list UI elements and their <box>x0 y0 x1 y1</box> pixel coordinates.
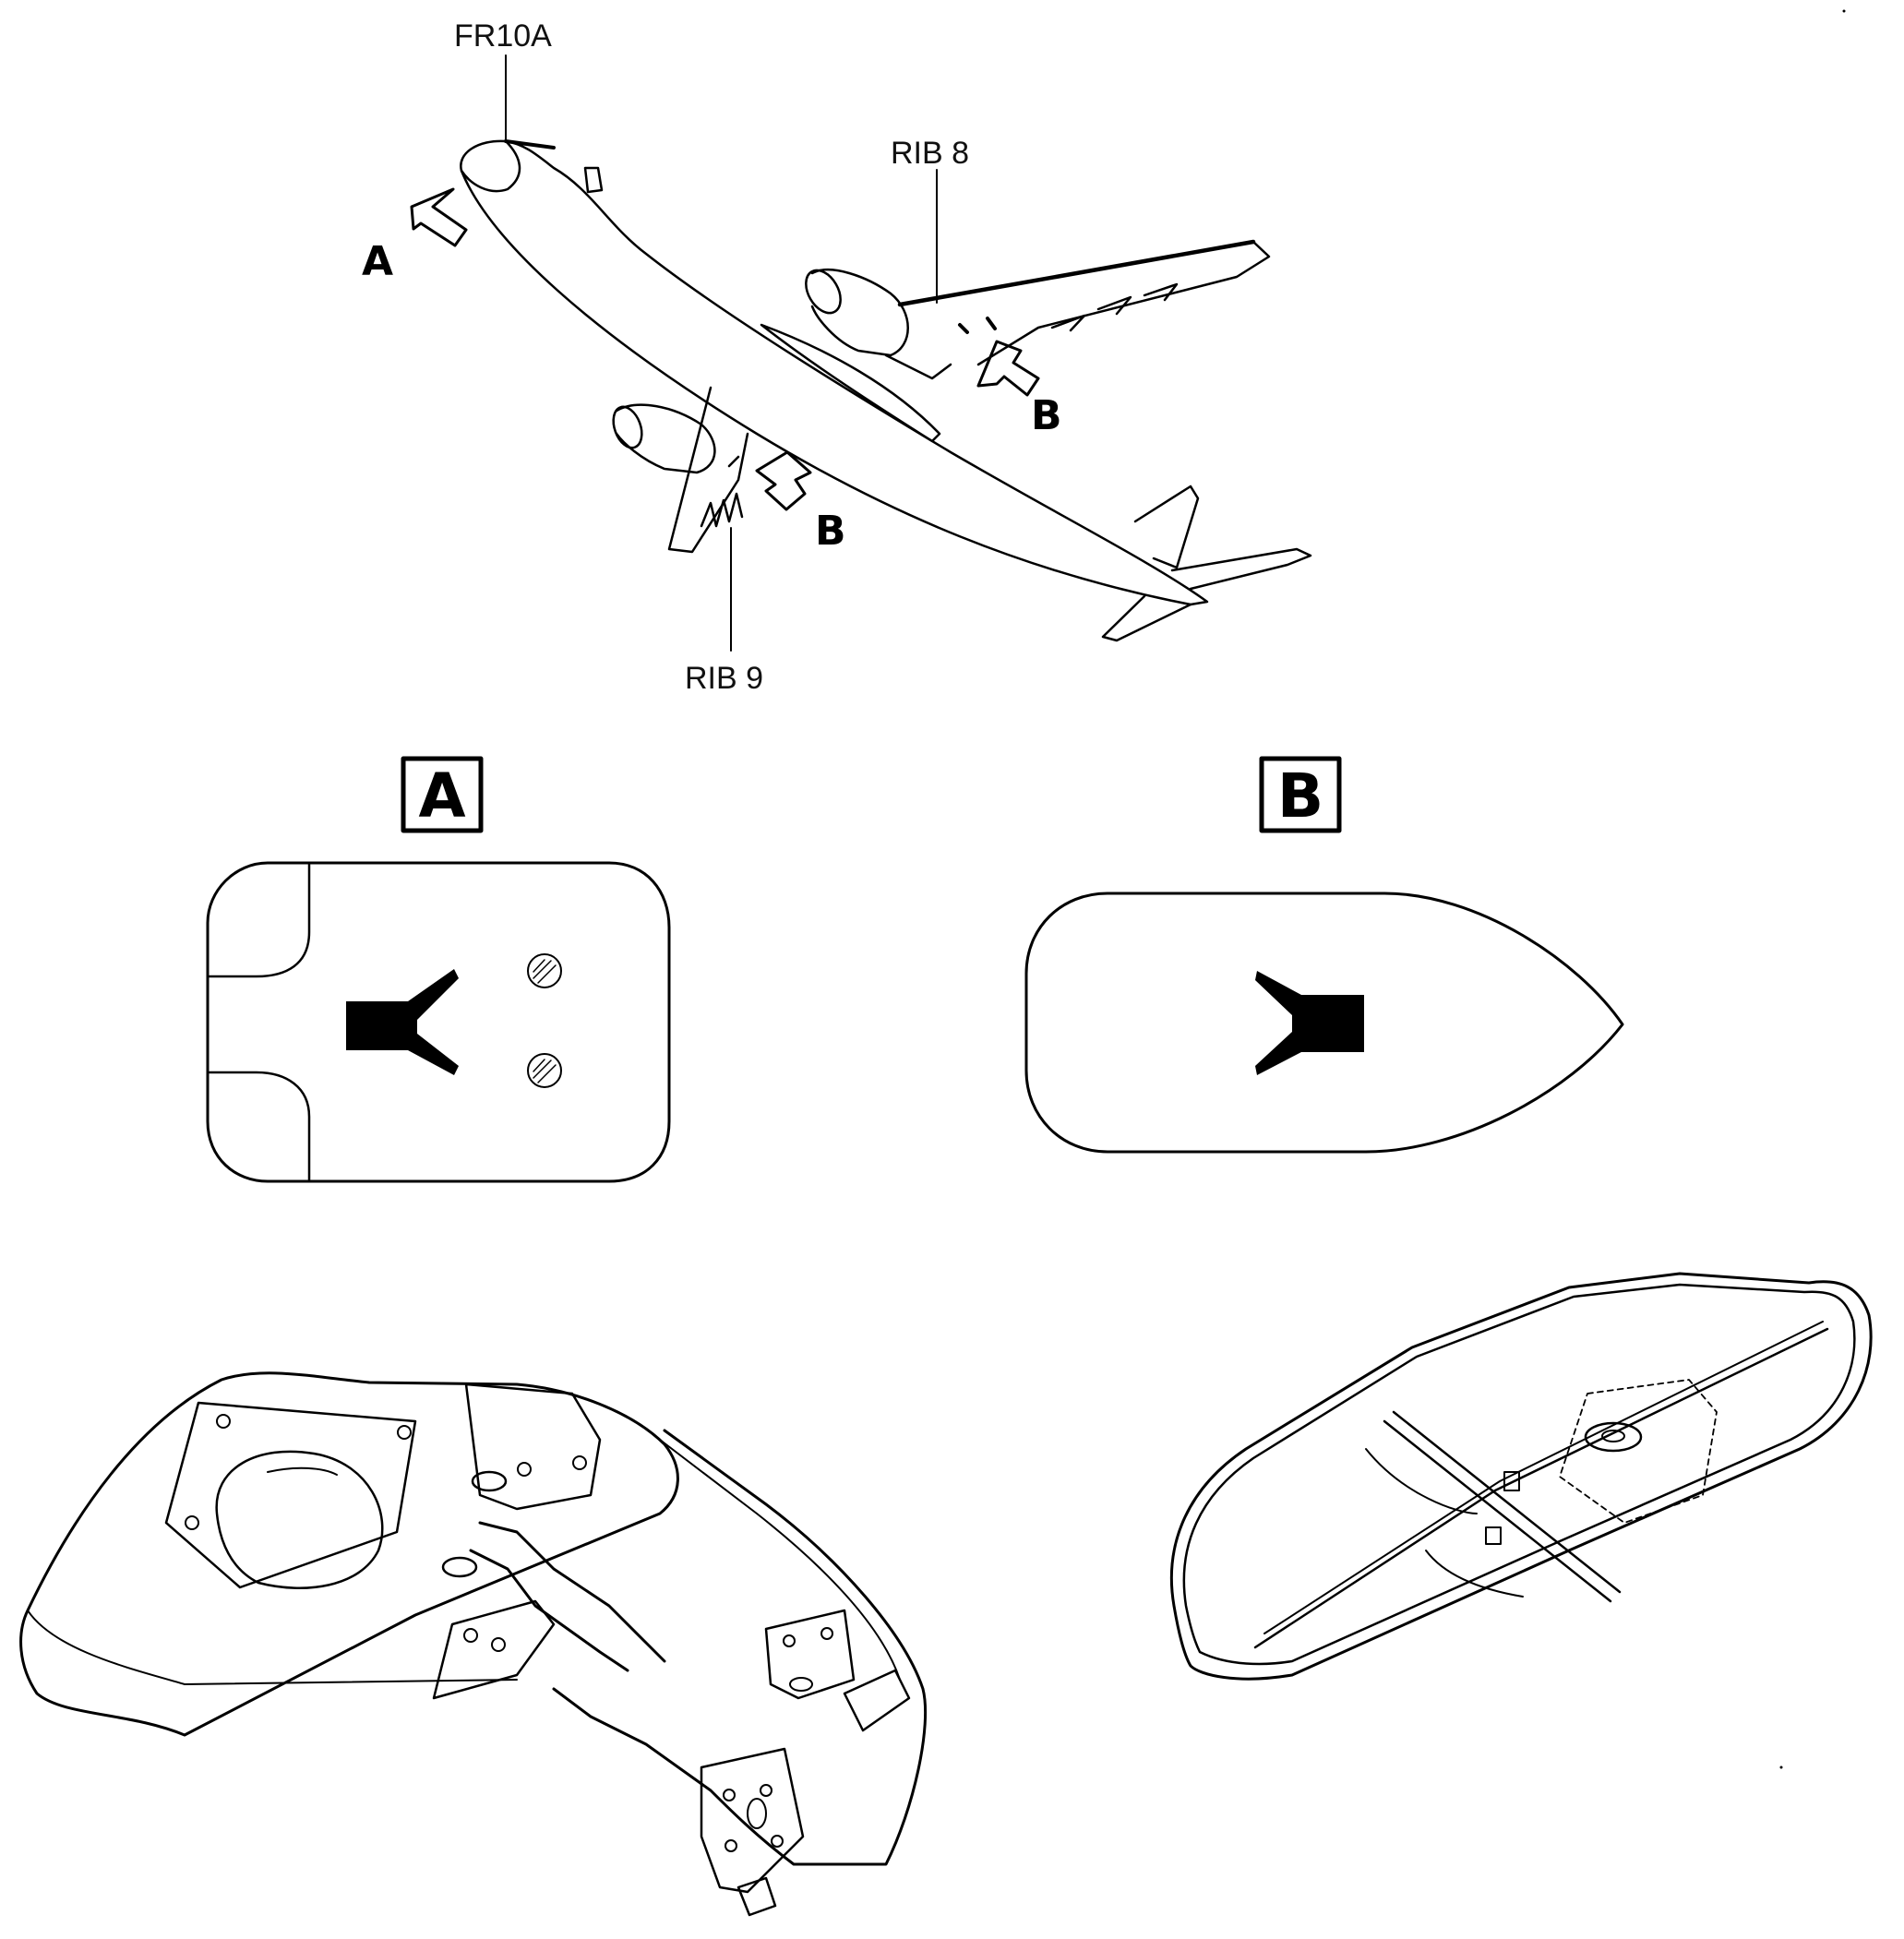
fr10a-label: FR10A <box>454 18 552 54</box>
antenna-b-outer-rim <box>1169 1272 1873 1681</box>
right-flap-fairings <box>1050 282 1179 332</box>
right-rib-marks <box>958 317 997 334</box>
left-engine-intake <box>612 405 643 449</box>
antenna-b-inner-curve-2 <box>1425 1550 1524 1598</box>
antenna-symbol-icon <box>1255 971 1364 1075</box>
right-wing-leading-edge <box>897 239 1256 307</box>
antenna-b-stud <box>1503 1471 1520 1491</box>
detail-b: B <box>1024 756 1624 1154</box>
antenna-symbol-icon <box>346 969 459 1075</box>
antenna-unit-icon <box>19 1371 928 1917</box>
rib8-label: RIB 8 <box>891 136 969 171</box>
antenna-a-pivot <box>441 1556 478 1578</box>
antenna-a-bracket-left <box>432 1599 556 1700</box>
left-wing <box>667 386 749 554</box>
antenna-b-stud <box>1485 1526 1502 1545</box>
fuselage <box>460 139 1209 606</box>
antenna-a-housing-inner <box>659 1439 901 1681</box>
horizontal-stabilizer <box>1170 547 1312 591</box>
antenna-b-connector <box>1584 1421 1643 1453</box>
antenna-a-plate-hole <box>216 1414 231 1429</box>
antenna-a-connector-pin <box>789 1677 813 1692</box>
antenna-a-connector-block <box>764 1609 856 1700</box>
view-arrow-icon <box>755 450 812 511</box>
right-wing <box>898 240 1271 366</box>
antenna-a-radome-plate <box>164 1401 417 1589</box>
antenna-b-dashed-plate <box>1559 1379 1718 1524</box>
detail-b-panel-outline <box>1024 892 1624 1154</box>
radome <box>460 139 521 193</box>
antenna-b-inner-rim <box>1182 1283 1856 1666</box>
antenna-a-connector-pin <box>747 1798 767 1829</box>
left-engine-nacelle <box>615 403 716 474</box>
antenna-b-rib-long-2 <box>1263 1321 1824 1634</box>
view-arrow-b-left-label: B <box>815 508 846 555</box>
antenna-a-connector-block-lower <box>700 1747 805 1894</box>
antenna-a-base-edge <box>27 1610 518 1685</box>
antenna-a-linkage <box>469 1521 666 1672</box>
antenna-a-bracket-hole <box>491 1637 506 1652</box>
right-engine-intake <box>805 269 842 315</box>
antenna-a-bracket-top <box>464 1382 602 1511</box>
detail-a-skin-joint <box>208 863 311 978</box>
antenna-a-connector-hole <box>724 1839 737 1852</box>
view-arrow-icon <box>410 187 468 247</box>
antenna-a-bracket-hole <box>572 1455 587 1470</box>
right-pylon <box>884 353 952 380</box>
antenna-a-plate-hole <box>397 1425 412 1440</box>
antenna-a-connector-hole <box>771 1835 784 1848</box>
antenna-unit-icon <box>1169 1272 1873 1681</box>
detail-b-title: B <box>1277 760 1323 832</box>
left-rib-marks <box>700 455 744 528</box>
antenna-a-connector-hole <box>760 1784 772 1797</box>
antenna-a-connector-hole <box>783 1634 796 1647</box>
airplane-icon <box>460 139 1312 642</box>
rib9-label: RIB 9 <box>685 661 763 696</box>
radome-line <box>504 139 556 150</box>
detail-a-title: A <box>418 760 465 832</box>
screw-icon <box>527 1053 562 1088</box>
antenna-b-rib-cross <box>1383 1410 1622 1603</box>
antenna-a-housing-right <box>552 1429 928 1866</box>
antenna-b-connector-core <box>1601 1430 1625 1442</box>
view-arrow-b-right-label: B <box>1031 392 1062 439</box>
detail-a-title-box <box>401 756 484 833</box>
cockpit-window <box>583 166 604 194</box>
antenna-a-base <box>19 1371 679 1737</box>
lower-stabilizer <box>1101 594 1192 642</box>
antenna-a-connector-hole <box>820 1627 833 1640</box>
speck <box>1779 1765 1783 1769</box>
detail-b-title-box <box>1259 756 1342 833</box>
vertical-stabilizer <box>1133 485 1200 569</box>
right-wing-fairing <box>760 323 941 443</box>
antenna-a-dome <box>215 1450 384 1589</box>
antenna-a-pivot <box>471 1470 508 1492</box>
detail-a-panel-outline <box>206 861 671 1183</box>
detail-a-skin-joint-lower <box>208 1071 311 1181</box>
antenna-a-connector-hole <box>723 1789 736 1801</box>
antenna-a-bracket-hole <box>463 1628 478 1643</box>
antenna-a-plate-hole <box>185 1515 199 1530</box>
antenna-a-clip <box>843 1669 911 1732</box>
antenna-b-inner-curve <box>1365 1448 1478 1514</box>
antenna-a-bracket-hole <box>517 1462 532 1477</box>
antenna-a-dome-highlight <box>267 1466 338 1476</box>
aircraft-overview: FR10A RIB 8 RIB 9 A B B <box>362 18 1312 696</box>
view-arrow-icon <box>976 340 1040 397</box>
antenna-a-clip-lower <box>736 1876 777 1917</box>
speck <box>1842 9 1846 13</box>
right-engine-nacelle <box>810 269 909 357</box>
view-arrow-a-label: A <box>362 238 393 285</box>
screw-icon <box>527 953 562 988</box>
antenna-b-rib-long <box>1253 1327 1829 1649</box>
detail-a: A <box>206 756 671 1183</box>
